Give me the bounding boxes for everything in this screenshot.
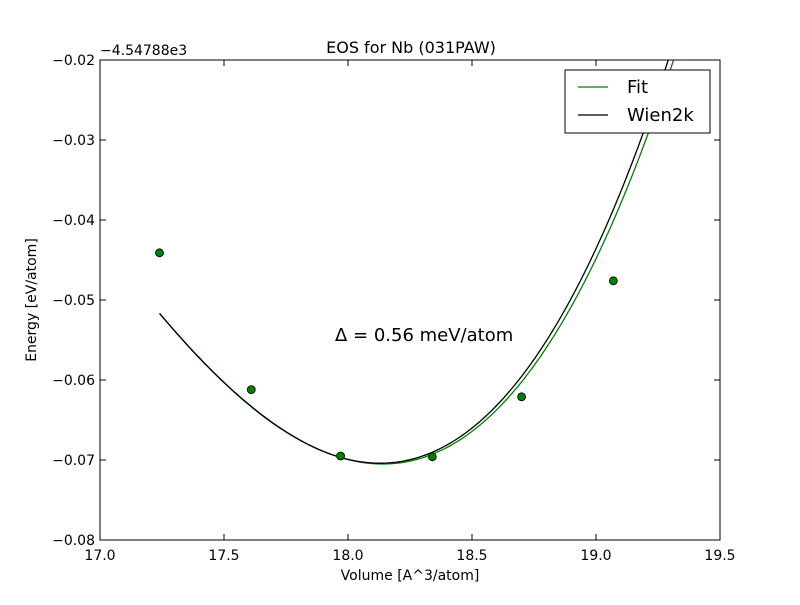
series-line-wien2k xyxy=(159,60,669,464)
y-tick-label: −0.05 xyxy=(52,293,95,309)
data-point xyxy=(517,392,526,402)
x-tick-label: 18.0 xyxy=(332,548,363,564)
y-tick-label: −0.03 xyxy=(52,133,95,149)
legend-label-wien2k: Wien2k xyxy=(627,105,694,126)
legend-box xyxy=(564,69,711,134)
y-offset-label: −4.54788e3 xyxy=(100,43,187,59)
x-axis: 17.0 17.5 18.0 18.5 19.0 19.5 xyxy=(84,60,736,564)
data-point xyxy=(246,385,256,395)
delta-annotation: Δ = 0.56 meV/atom xyxy=(335,325,513,346)
y-tick-label: −0.08 xyxy=(52,533,95,549)
data-point xyxy=(427,452,437,462)
x-tick-label: 19.0 xyxy=(580,548,611,564)
y-tick-label: −0.02 xyxy=(52,53,95,69)
data-point xyxy=(608,276,618,286)
y-tick-label: −0.06 xyxy=(52,373,95,389)
y-tick-label: −0.07 xyxy=(52,453,95,469)
data-point xyxy=(336,451,345,461)
legend-label-fit: Fit xyxy=(627,77,648,98)
y-tick-label: −0.04 xyxy=(52,213,95,229)
data-point xyxy=(155,248,164,258)
x-axis-label: Volume [A^3/atom] xyxy=(341,568,480,584)
x-tick-label: 19.5 xyxy=(704,548,735,564)
y-axis-label: Energy [eV/atom] xyxy=(24,238,40,362)
legend: Fit Wien2k xyxy=(564,69,711,134)
y-axis: −0.08 −0.07 −0.06 −0.05 −0.04 −0.03 −0.02 xyxy=(52,53,720,549)
x-tick-label: 17.0 xyxy=(84,548,115,564)
plot-area xyxy=(99,59,721,541)
chart-title: EOS for Nb (031PAW) xyxy=(326,38,496,57)
x-tick-label: 17.5 xyxy=(208,548,239,564)
x-tick-label: 18.5 xyxy=(456,548,487,564)
data-points xyxy=(155,248,618,462)
